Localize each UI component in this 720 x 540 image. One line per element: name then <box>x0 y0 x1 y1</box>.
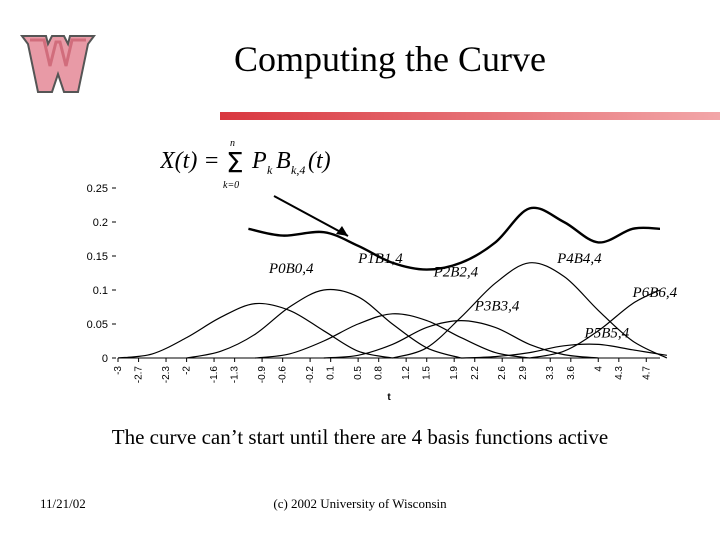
y-tick-label: 0.1 <box>93 285 108 297</box>
footer-copyright: (c) 2002 University of Wisconsin <box>273 496 447 511</box>
formula-sub-k: k <box>267 163 273 177</box>
x-tick-label: 1.2 <box>401 366 412 380</box>
y-tick-label: 0.15 <box>87 251 108 263</box>
y-tick-label: 0 <box>102 353 108 365</box>
formula-b: B <box>276 148 291 174</box>
basis-label: P5B5,4 <box>584 326 630 342</box>
footer-date: 11/21/02 <box>40 496 86 511</box>
basis-sum-formula: X(t) = n Σ k=0 P k B k,4 (t) <box>160 138 331 191</box>
x-tick-label: 4.7 <box>641 366 652 380</box>
x-tick-label: -0.9 <box>257 366 268 384</box>
x-tick-label: 0.8 <box>374 366 385 380</box>
x-tick-label: -1.6 <box>209 366 220 384</box>
formula-sub-basis: k,4 <box>291 163 305 177</box>
x-tick-label: -2 <box>182 366 193 375</box>
basis-line-3 <box>323 319 599 359</box>
x-axis-label: t <box>387 392 391 403</box>
x-tick-label: 0.1 <box>326 366 337 380</box>
title-rule <box>220 112 720 120</box>
basis-line-6 <box>529 289 661 359</box>
wisconsin-w-logo <box>20 35 96 93</box>
x-tick-label: 0.5 <box>353 366 364 380</box>
x-tick-label: 2.2 <box>470 366 481 380</box>
curve-x-line <box>248 206 661 271</box>
x-tick-label: 3.6 <box>566 366 577 380</box>
y-tick-label: 0.2 <box>93 217 108 229</box>
basis-label: P3B3,4 <box>474 298 520 314</box>
formula-sum-bottom: k=0 <box>223 180 239 191</box>
basis-line-0 <box>117 302 393 359</box>
x-tick-label: -1.3 <box>230 366 241 384</box>
x-tick-label: -0.6 <box>278 366 289 384</box>
y-tick-label: 0.25 <box>87 183 108 195</box>
formula-arg: (t) <box>308 148 331 174</box>
basis-line-5 <box>460 343 667 359</box>
basis-function-chart: 0 0.05 0.1 0.15 0.2 0.25 -3 -2.7 -2.3 -2 -1.6 -1.3 -… <box>87 183 678 403</box>
x-tick-label: 1.9 <box>449 366 460 380</box>
arrow-line <box>273 195 349 237</box>
y-tick-label: 0.05 <box>87 319 108 331</box>
formula-sum-top: n <box>230 138 235 149</box>
basis-label: P0B0,4 <box>268 261 314 277</box>
x-tick-label: -2.7 <box>134 366 145 384</box>
basis-line-4 <box>392 262 668 359</box>
x-tick-label: 2.9 <box>518 366 529 380</box>
x-tick-label: -3 <box>113 366 124 375</box>
x-tick-label: -0.2 <box>305 366 316 384</box>
slide-caption: The curve can’t start until there are 4 … <box>111 425 609 449</box>
arrow-head-icon <box>336 226 348 236</box>
basis-label: P1B1,4 <box>357 251 403 267</box>
sigma-icon: Σ <box>226 146 244 179</box>
x-tick-label: 2.6 <box>497 366 508 380</box>
formula-lhs: X(t) = <box>160 148 220 174</box>
basis-label: P6B6,4 <box>632 285 678 301</box>
formula-p: P <box>251 148 267 174</box>
page-title: Computing the Curve <box>234 39 546 79</box>
x-tick-label: 1.5 <box>422 366 433 380</box>
basis-line-2 <box>255 313 530 359</box>
x-tick-label: 4 <box>593 366 604 372</box>
basis-line-1 <box>186 288 462 359</box>
basis-label: P4B4,4 <box>556 251 602 267</box>
x-tick-label: -2.3 <box>161 366 172 384</box>
x-tick-label: 3.3 <box>545 366 556 380</box>
basis-label: P2B2,4 <box>433 264 479 280</box>
x-tick-label: 4.3 <box>614 366 625 380</box>
